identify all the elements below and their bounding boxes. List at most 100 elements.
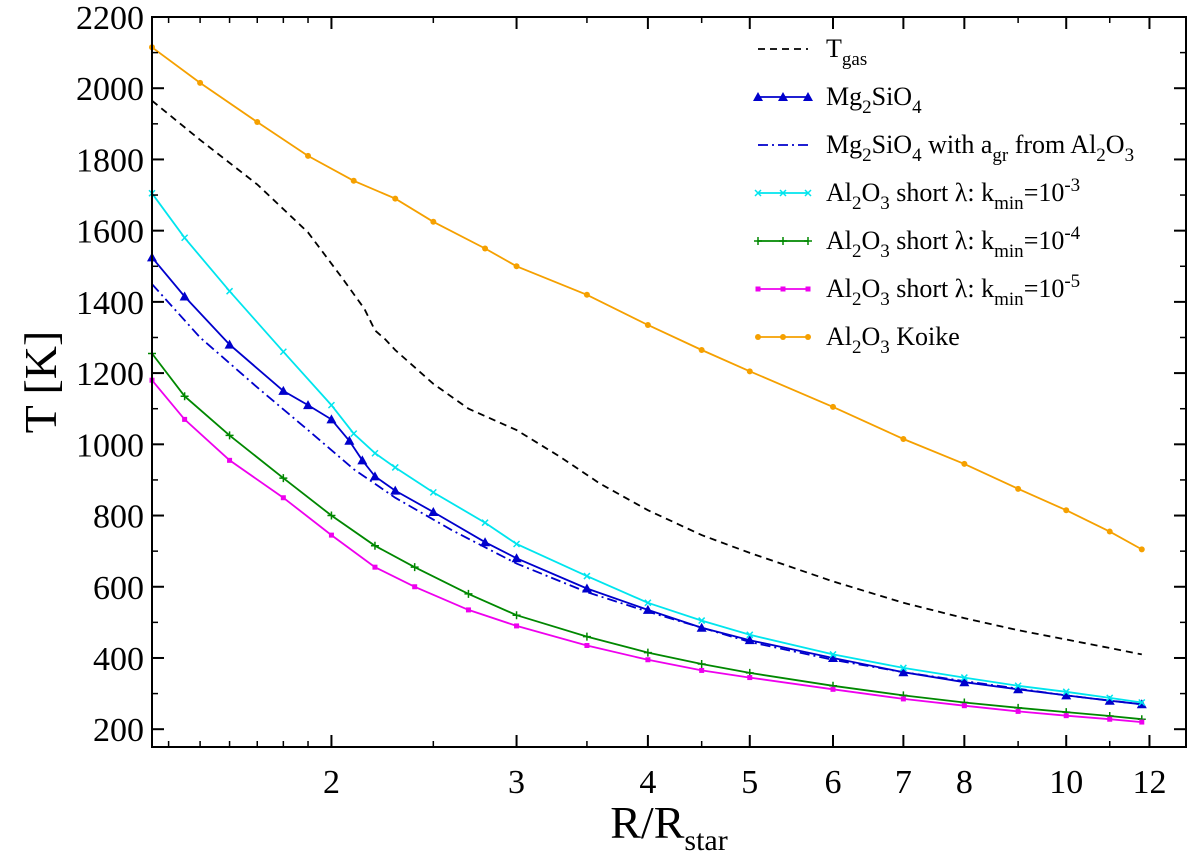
data-point-al2o3-kmin-3 [583,572,591,580]
legend-text-part: Al [826,226,852,255]
legend-label-mg2sio4: Mg2SiO4 [826,82,922,118]
data-point-al2o3-kmin-3 [829,650,837,658]
legend-text-part: SiO [872,130,912,159]
legend-text-part: Al [826,178,852,207]
legend-marker-al2o3-kmin-5 [805,286,811,292]
data-point-al2o3-koike [830,403,837,410]
data-point-mg2sio4 [828,652,839,662]
y-tick-label: 2200 [76,0,144,37]
legend-text-part: T [826,34,842,63]
y-tick-label: 2000 [76,71,144,108]
legend-text-part: 2 [862,145,872,166]
data-point-al2o3-koike [961,460,968,467]
data-point-al2o3-kmin-5 [182,416,188,422]
legend-text-part: 2 [852,193,862,214]
data-point-al2o3-kmin-5 [1015,708,1021,714]
legend-marker-al2o3-kmin-4 [804,237,812,245]
data-point-al2o3-kmin-3 [429,488,437,496]
data-point-al2o3-kmin-5 [900,696,906,702]
data-point-mg2sio4 [1104,695,1115,705]
x-tick-label: 8 [956,764,973,801]
legend-item-al2o3-kmin-4: Al2O3 short λ: kmin=10-4 [754,223,1081,262]
data-point-mg2sio4 [179,291,190,301]
data-point-al2o3-kmin-4 [512,611,521,620]
data-point-al2o3-kmin-5 [412,584,418,590]
data-point-al2o3-kmin-3 [226,287,234,295]
data-point-al2o3-kmin-3 [181,234,189,242]
y-axis-title: T [K] [15,331,66,434]
data-point-al2o3-kmin-3 [746,631,754,639]
legend-text-part: gas [842,49,867,70]
legend-text-part: 3 [1125,145,1135,166]
legend-text-part: with a [922,130,993,159]
legend-text-part: 3 [880,337,890,358]
data-point-mg2sio4 [278,385,289,395]
data-point-al2o3-koike [746,368,753,375]
legend-text-part: Al [826,322,852,351]
x-axis: 2 3 4 5 6 7 8 10 12 [167,17,1166,801]
data-point-al2o3-kmin-4 [643,648,652,657]
data-point-al2o3-koike [350,177,357,184]
data-point-mg2sio4 [428,506,439,516]
data-point-al2o3-kmin-4 [180,392,189,401]
series-line-mg2sio4-agr [151,283,1142,706]
legend-text-part: Al [826,274,852,303]
data-point-al2o3-kmin-5 [1139,719,1145,725]
data-point-al2o3-koike [430,218,437,225]
data-point-al2o3-koike [698,346,705,353]
y-tick-label: 1600 [76,214,144,251]
legend-marker-al2o3-kmin-4 [779,237,787,245]
data-point-mg2sio4 [369,471,380,481]
legend-item-mg2sio4: Mg2SiO4 [753,82,922,118]
data-point-al2o3-kmin-5 [1107,716,1113,722]
legend-text-part: =10 [1024,226,1065,255]
legend-marker-al2o3-kmin-4 [754,237,762,245]
data-point-al2o3-koike [583,291,590,298]
data-point-al2o3-kmin-5 [747,675,753,681]
y-tick-label: 1400 [76,285,144,322]
data-point-al2o3-kmin-3 [644,599,652,607]
legend-label-mg2sio4-agr: Mg2SiO4 with agr from Al2O3 [826,130,1134,166]
legend-label-al2o3-koike: Al2O3 Koike [826,322,960,358]
data-point-al2o3-kmin-3 [698,617,706,625]
series-mg2sio4-agr [151,283,1142,706]
legend-text-part: O [1106,130,1125,159]
series-al2o3-kmin-4 [148,349,1146,724]
legend-marker-al2o3-koike [780,334,786,340]
y-tick-label: 1000 [76,427,144,464]
data-point-al2o3-kmin-3 [513,540,521,548]
data-point-mg2sio4 [344,435,355,445]
x-tick-label: 5 [741,764,758,801]
legend-marker-mg2sio4 [753,92,763,101]
legend-marker-al2o3-kmin-3 [754,189,762,197]
data-point-al2o3-koike [513,263,520,270]
data-point-al2o3-kmin-5 [699,667,705,673]
series-line-al2o3-koike [151,46,1143,551]
data-point-al2o3-kmin-5 [584,643,590,649]
legend-text-part: O [862,178,881,207]
series-mg2sio4 [147,252,1147,709]
legend-marker-al2o3-koike [755,334,761,340]
data-point-al2o3-kmin-5 [645,657,651,663]
legend-text-part: Mg [826,82,862,111]
data-point-al2o3-koike [1106,528,1113,535]
legend-text-part: 3 [880,289,890,310]
legend-text-part: min [994,193,1024,214]
data-point-al2o3-kmin-5 [328,532,334,538]
data-point-al2o3-kmin-4 [370,541,379,550]
x-tick-label: 12 [1132,764,1166,801]
legend-item-mg2sio4-agr: Mg2SiO4 with agr from Al2O3 [758,130,1134,166]
data-point-al2o3-koike [1138,546,1145,553]
data-point-al2o3-kmin-4 [225,431,234,440]
data-point-al2o3-kmin-3 [1106,694,1114,702]
data-point-al2o3-kmin-5 [961,703,967,709]
data-point-al2o3-kmin-5 [514,623,520,629]
y-tick-label: 1800 [76,142,144,179]
x-tick-label: 2 [323,764,340,801]
legend-text-part: min [994,289,1024,310]
data-point-al2o3-koike [254,119,261,126]
data-point-al2o3-kmin-4 [697,660,706,669]
legend-text-part: Koike [890,322,960,351]
legend-text-part: SiO [872,82,912,111]
plot-frame [151,16,1187,748]
